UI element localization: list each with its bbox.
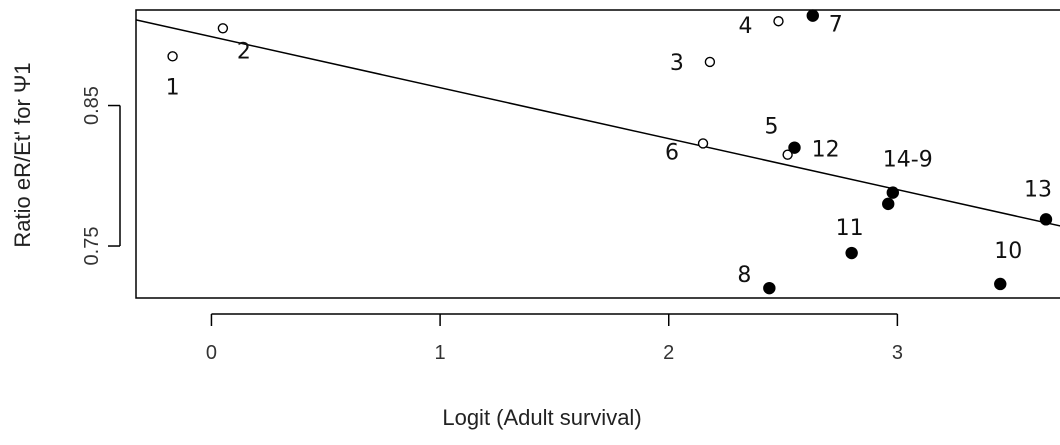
data-point-1: [167, 51, 178, 62]
point-label-14-9: 14-9: [883, 148, 933, 173]
point-label-8: 8: [737, 263, 751, 288]
point-label-1: 1: [166, 75, 180, 100]
regression-line: [135, 19, 1060, 227]
data-point-9: [886, 186, 900, 199]
plot-frame: [135, 9, 1060, 299]
data-point-14: [882, 197, 895, 211]
data-points: [167, 9, 1053, 295]
y-axis-title: Ratio eR/Et' for Ψ1: [10, 62, 35, 247]
data-point-6: [697, 138, 709, 149]
y-tick-label: 0.85: [81, 86, 103, 125]
data-point-8: [763, 281, 776, 295]
point-label-11: 11: [836, 216, 864, 241]
x-tick-label: 0: [206, 342, 217, 364]
point-label-10: 10: [994, 239, 1022, 264]
data-point-10: [994, 277, 1007, 291]
point-label-6: 6: [665, 140, 679, 165]
x-tick-label: 2: [663, 342, 674, 364]
point-label-2: 2: [237, 39, 251, 64]
data-point-12: [782, 149, 793, 160]
point-label-5: 5: [764, 115, 778, 140]
data-point-13: [1039, 213, 1053, 226]
point-label-4: 4: [738, 14, 752, 39]
y-tick-label: 0.75: [81, 227, 103, 266]
data-point-4: [773, 16, 784, 27]
point-label-12: 12: [812, 138, 840, 163]
data-point-11: [845, 246, 858, 260]
data-point-2: [217, 23, 229, 34]
x-tick-label: 3: [892, 342, 903, 364]
x-axis-title: Logit (Adult survival): [442, 405, 641, 430]
point-label-13: 13: [1024, 177, 1052, 202]
point-label-3: 3: [670, 51, 684, 76]
data-point-7: [806, 9, 819, 22]
axes-group: 0 1 2 30.750.85: [81, 86, 903, 364]
x-tick-label: 1: [435, 342, 446, 364]
point-label-7: 7: [829, 13, 843, 38]
data-point-3: [704, 56, 716, 68]
data-point-5: [788, 141, 801, 154]
